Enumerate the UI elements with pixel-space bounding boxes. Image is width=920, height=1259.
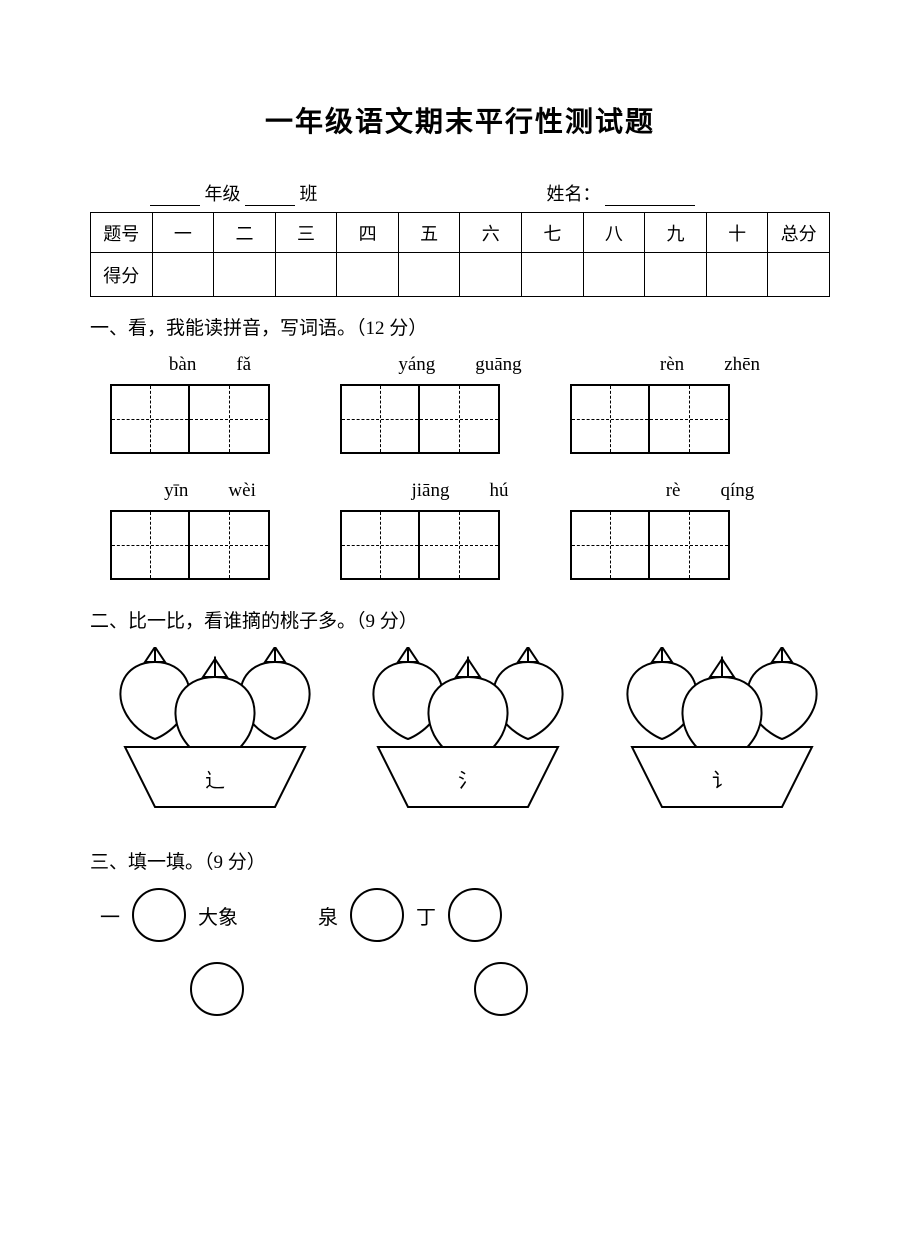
q3-row1: 一 大象 泉 丁 xyxy=(100,888,830,942)
score-header-cell: 一 xyxy=(152,213,214,253)
score-row-label: 得分 xyxy=(91,253,153,297)
q3-text: 泉 xyxy=(318,901,338,930)
pinyin: zhēn xyxy=(724,354,760,376)
pinyin: guāng xyxy=(475,354,521,376)
basket-label: 辶 xyxy=(205,770,225,792)
class-blank[interactable] xyxy=(245,188,295,206)
score-table: 题号 一 二 三 四 五 六 七 八 九 十 总分 得分 xyxy=(90,212,830,297)
pinyin-pair: rè qíng xyxy=(620,480,800,502)
score-cell[interactable] xyxy=(768,253,830,297)
answer-circle[interactable] xyxy=(132,888,186,942)
score-cell[interactable] xyxy=(214,253,276,297)
score-header-cell: 二 xyxy=(214,213,276,253)
pinyin-pair: yīn wèi xyxy=(120,480,300,502)
score-cell[interactable] xyxy=(152,253,214,297)
tianzige-pair[interactable] xyxy=(570,510,730,580)
tianzige-pair[interactable] xyxy=(110,384,270,454)
score-header-cell: 三 xyxy=(275,213,337,253)
q2-heading: 二、比一比，看谁摘的桃子多。（9 分） xyxy=(90,606,830,633)
score-header-cell: 五 xyxy=(398,213,460,253)
tianzige-pair[interactable] xyxy=(340,384,500,454)
answer-circle[interactable] xyxy=(190,962,244,1016)
pinyin: wèi xyxy=(228,480,255,502)
score-cell[interactable] xyxy=(275,253,337,297)
answer-circle[interactable] xyxy=(350,888,404,942)
q1-pinyin-row2: yīn wèi jiāng hú rè qíng xyxy=(90,480,830,502)
q3-heading: 三、填一填。（9 分） xyxy=(90,847,830,874)
score-header-cell: 八 xyxy=(583,213,645,253)
answer-circle[interactable] xyxy=(474,962,528,1016)
q3-text: 丁 xyxy=(416,901,436,930)
q1-box-row2 xyxy=(90,510,830,580)
pinyin-pair: bàn fǎ xyxy=(120,354,300,376)
score-header-cell: 十 xyxy=(706,213,768,253)
pinyin-pair: yáng guāng xyxy=(370,354,550,376)
tianzige-pair[interactable] xyxy=(340,510,500,580)
score-header-cell: 九 xyxy=(645,213,707,253)
score-value-row: 得分 xyxy=(91,253,830,297)
worksheet-page: 一年级语文期末平行性测试题 年级 班 姓名： 题号 一 二 三 四 五 六 七 … xyxy=(0,0,920,1259)
peach-basket-icon: 辶 xyxy=(100,647,323,817)
pinyin: fǎ xyxy=(236,354,251,376)
score-header-cell: 六 xyxy=(460,213,522,253)
q1-pinyin-row1: bàn fǎ yáng guāng rèn zhēn xyxy=(90,354,830,376)
pinyin: yáng xyxy=(398,354,435,376)
score-cell[interactable] xyxy=(522,253,584,297)
q3-item: 泉 丁 xyxy=(318,888,502,942)
tianzige-pair[interactable] xyxy=(570,384,730,454)
class-label: 班 xyxy=(300,184,318,204)
page-title: 一年级语文期末平行性测试题 xyxy=(90,100,830,140)
basket-label: 讠 xyxy=(712,769,732,792)
pinyin: jiāng xyxy=(412,480,450,502)
score-cell[interactable] xyxy=(583,253,645,297)
grade-label: 年级 xyxy=(205,184,241,204)
score-cell[interactable] xyxy=(460,253,522,297)
score-header-cell: 七 xyxy=(522,213,584,253)
score-header-cell: 题号 xyxy=(91,213,153,253)
pinyin: rèn xyxy=(660,354,684,376)
grade-blank[interactable] xyxy=(150,188,200,206)
pinyin: bàn xyxy=(169,354,196,376)
pinyin: qíng xyxy=(720,480,754,502)
peach-basket-icon: 氵 xyxy=(353,647,576,817)
basket-label: 氵 xyxy=(458,770,478,792)
q3-item: 一 大象 xyxy=(100,888,238,942)
score-header-cell: 总分 xyxy=(768,213,830,253)
pinyin-pair: rèn zhēn xyxy=(620,354,800,376)
student-info-line: 年级 班 姓名： xyxy=(90,180,830,206)
answer-circle[interactable] xyxy=(448,888,502,942)
q3-row2 xyxy=(100,962,830,1016)
q3-content: 一 大象 泉 丁 xyxy=(90,888,830,1016)
score-cell[interactable] xyxy=(706,253,768,297)
tianzige-pair[interactable] xyxy=(110,510,270,580)
pinyin: rè xyxy=(666,480,681,502)
q3-text: 大象 xyxy=(198,901,238,930)
pinyin-pair: jiāng hú xyxy=(370,480,550,502)
score-header-row: 题号 一 二 三 四 五 六 七 八 九 十 总分 xyxy=(91,213,830,253)
q2-baskets: 辶 氵 xyxy=(90,647,830,817)
peach-basket-icon: 讠 xyxy=(607,647,830,817)
score-cell[interactable] xyxy=(398,253,460,297)
score-header-cell: 四 xyxy=(337,213,399,253)
score-cell[interactable] xyxy=(337,253,399,297)
q1-heading: 一、看，我能读拼音，写词语。（12 分） xyxy=(90,313,830,340)
pinyin: yīn xyxy=(164,480,188,502)
pinyin: hú xyxy=(490,480,509,502)
name-label: 姓名： xyxy=(547,184,601,204)
q1-box-row1 xyxy=(90,384,830,454)
name-blank[interactable] xyxy=(605,188,695,206)
q3-text: 一 xyxy=(100,901,120,930)
score-cell[interactable] xyxy=(645,253,707,297)
